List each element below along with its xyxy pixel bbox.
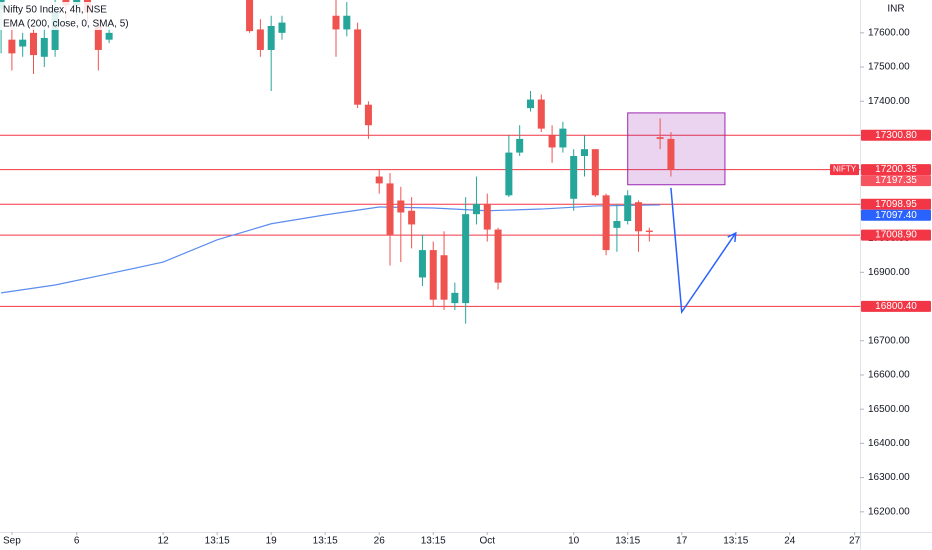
price-label: 17200.35: [875, 164, 917, 175]
price-label: 17300.80: [875, 130, 917, 141]
candle-body: [494, 229, 502, 283]
y-tick-label: 16700.00: [868, 335, 910, 346]
candle-body: [375, 176, 383, 184]
price-label-box: [861, 175, 931, 187]
axis-label: INR: [887, 4, 904, 15]
x-tick-label: Sep: [3, 536, 21, 547]
candle-body: [613, 221, 621, 228]
y-tick-label: 16300.00: [868, 472, 910, 483]
x-tick-label: 24: [784, 536, 796, 547]
candle-body: [516, 138, 524, 153]
x-tick-label: 19: [266, 536, 278, 547]
price-label-box: [861, 164, 931, 176]
candle-body: [570, 156, 578, 199]
indicator-label: EMA (200, close, 0, SMA, 5): [3, 19, 129, 30]
price-label: 17008.90: [875, 230, 917, 241]
x-tick-label: 6: [74, 536, 80, 547]
candle-body: [246, 0, 254, 32]
candle-body: [332, 15, 340, 30]
x-tick-label: 13:15: [723, 536, 748, 547]
arrow-head: [727, 231, 737, 243]
y-tick-label: 17500.00: [868, 62, 910, 73]
rectangle-drawing: [627, 112, 726, 186]
candle-body: [256, 29, 264, 50]
y-tick-label: 16600.00: [868, 370, 910, 381]
x-tick-label: 26: [374, 536, 386, 547]
candle-body: [656, 137, 664, 139]
candle-body: [451, 292, 459, 304]
price-label-box: [861, 198, 931, 210]
candle-body: [483, 203, 491, 230]
candle-body: [397, 200, 405, 213]
y-tick-label: 16900.00: [868, 267, 910, 278]
candle-body: [526, 99, 534, 109]
symbol-tag: NIFTY: [833, 165, 857, 174]
candle-body: [40, 37, 48, 57]
projection-line: [670, 187, 737, 315]
x-tick-label: 10: [568, 536, 580, 547]
price-label-box: [861, 229, 931, 241]
candle-body: [105, 32, 113, 40]
chart-title: Nifty 50 Index, 4h, NSE: [3, 5, 107, 16]
y-tick-label: 16200.00: [868, 506, 910, 517]
candle-body: [440, 255, 448, 300]
candle-body: [408, 210, 416, 225]
candle-body: [278, 22, 286, 33]
candle-body: [505, 152, 513, 196]
price-label: 16800.40: [875, 301, 917, 312]
candle-body: [418, 250, 426, 278]
candle-body: [354, 29, 362, 105]
legend-background: [0, 2, 112, 30]
x-tick-label: Oct: [479, 536, 495, 547]
price-label-box: [861, 209, 931, 221]
y-tick-label: 16400.00: [868, 438, 910, 449]
x-tick-label: 13:15: [313, 536, 338, 547]
candle-body: [548, 135, 556, 148]
candle-body: [602, 195, 610, 251]
candle-body: [19, 39, 27, 47]
candle-body: [667, 138, 675, 170]
candle-body: [462, 214, 470, 304]
candle-body: [343, 15, 351, 30]
candle-body: [591, 149, 599, 196]
candle-body: [29, 32, 38, 56]
y-tick-label: 16500.00: [868, 404, 910, 415]
candle-body: [386, 183, 394, 235]
x-tick-label: 17: [676, 536, 688, 547]
candle-body: [51, 10, 59, 50]
ema-line: [0, 204, 661, 294]
price-label: 17097.40: [875, 210, 917, 221]
candle-body: [94, 26, 102, 50]
legend: Nifty 50 Index, 4h, NSE EMA (200, close,…: [0, 2, 129, 30]
price-label: 17197.35: [875, 175, 917, 186]
candle-body: [267, 26, 275, 50]
price-label-box: [861, 300, 931, 312]
candle-body: [559, 128, 567, 148]
symbol-tag-box: [830, 164, 859, 176]
candle-body: [8, 39, 16, 54]
candle-body: [364, 104, 372, 126]
x-tick-label: 13:15: [421, 536, 446, 547]
candle-body: [635, 202, 643, 232]
x-tick-label: 13:15: [615, 536, 640, 547]
y-tick-label: 17400.00: [868, 96, 910, 107]
y-tick-label: 17600.00: [868, 27, 910, 38]
candle-body: [537, 99, 545, 129]
x-tick-label: 13:15: [205, 536, 230, 547]
candle-body: [580, 149, 589, 157]
price-label-box: [861, 129, 931, 141]
price-label: 17098.95: [875, 199, 917, 210]
x-tick-label: 27: [849, 536, 861, 547]
x-tick-label: 12: [158, 536, 170, 547]
candle-body: [429, 250, 437, 300]
candle-body: [624, 195, 632, 222]
candle-body: [472, 203, 480, 215]
candle-body: [645, 230, 653, 232]
